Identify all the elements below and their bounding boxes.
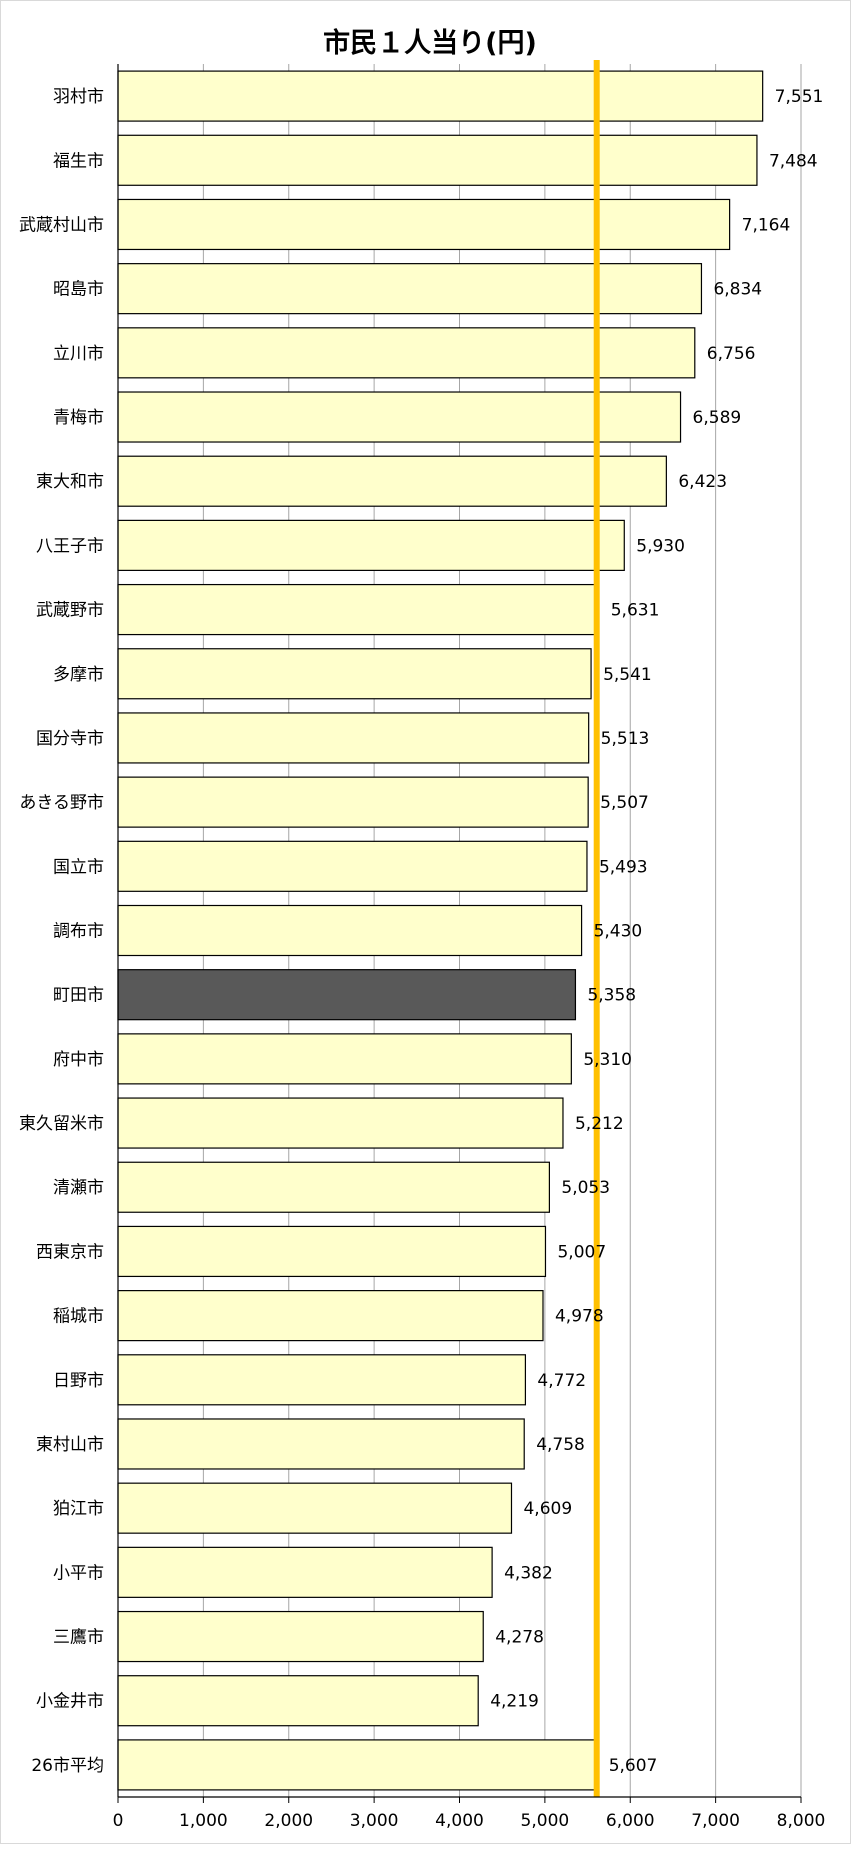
x-tick-label-4000: 4,000 — [435, 1811, 484, 1831]
value-label-小平市: 4,382 — [504, 1563, 553, 1583]
value-label-あきる野市: 5,507 — [600, 793, 649, 813]
bar-立川市 — [117, 327, 696, 379]
bar-羽村市 — [117, 70, 764, 122]
bar-福生市 — [117, 134, 758, 186]
value-label-府中市: 5,310 — [583, 1050, 632, 1070]
bar-西東京市 — [117, 1225, 547, 1278]
x-tick-label-1000: 1,000 — [179, 1811, 228, 1831]
value-label-西東京市: 5,007 — [557, 1242, 606, 1262]
value-label-狛江市: 4,609 — [523, 1499, 572, 1519]
category-label-三鷹市: 三鷹市 — [53, 1627, 104, 1648]
chart-title: 市民１人当り(円) — [323, 27, 537, 59]
x-tick-label-8000: 8,000 — [777, 1811, 826, 1831]
category-label-多摩市: 多摩市 — [53, 665, 104, 685]
value-label-清瀬市: 5,053 — [561, 1178, 610, 1198]
bar-稲城市 — [117, 1290, 544, 1342]
category-label-羽村市: 羽村市 — [53, 87, 104, 107]
category-label-清瀬市: 清瀬市 — [53, 1178, 104, 1198]
value-label-多摩市: 5,541 — [603, 665, 652, 685]
bar-町田市 — [117, 969, 577, 1021]
bar-昭島市 — [117, 263, 703, 315]
category-label-小平市: 小平市 — [53, 1563, 104, 1583]
x-tick-label-0: 0 — [113, 1811, 124, 1831]
value-label-青梅市: 6,589 — [693, 408, 742, 428]
value-label-羽村市: 7,551 — [775, 87, 824, 107]
category-label-東村山市: 東村山市 — [36, 1435, 104, 1455]
category-label-東大和市: 東大和市 — [36, 472, 104, 492]
bar-東村山市 — [117, 1418, 525, 1470]
bar-清瀬市 — [117, 1161, 550, 1213]
x-tick-label-5000: 5,000 — [521, 1811, 570, 1831]
x-tick-label-3000: 3,000 — [350, 1811, 399, 1831]
bar-狛江市 — [117, 1482, 513, 1534]
value-label-立川市: 6,756 — [707, 344, 756, 364]
category-label-町田市: 町田市 — [53, 986, 104, 1006]
x-tick-label-6000: 6,000 — [606, 1811, 655, 1831]
bars — [117, 70, 764, 1791]
value-label-東大和市: 6,423 — [678, 472, 727, 492]
value-label-日野市: 4,772 — [537, 1371, 586, 1391]
value-label-稲城市: 4,978 — [555, 1307, 604, 1327]
category-label-稲城市: 稲城市 — [53, 1307, 104, 1327]
category-label-八王子市: 八王子市 — [36, 536, 104, 556]
category-label-福生市: 福生市 — [53, 151, 104, 171]
bar-調布市 — [117, 904, 583, 957]
category-label-武蔵村山市: 武蔵村山市 — [19, 215, 104, 235]
category-label-昭島市: 昭島市 — [53, 280, 104, 300]
value-label-国分寺市: 5,513 — [601, 729, 650, 749]
category-label-狛江市: 狛江市 — [53, 1499, 104, 1519]
bar-武蔵村山市 — [117, 198, 731, 251]
bar-小金井市 — [117, 1675, 479, 1727]
value-labels: 7,551 7,484 7,164 6,834 6,756 6,589 6,423 5,930… — [490, 87, 823, 1776]
category-label-府中市: 府中市 — [53, 1050, 104, 1070]
bar-26市平均 — [117, 1739, 598, 1791]
category-label-西東京市: 西東京市 — [36, 1242, 104, 1262]
value-label-三鷹市: 4,278 — [495, 1628, 544, 1648]
value-label-26市平均: 5,607 — [609, 1756, 658, 1776]
category-label-立川市: 立川市 — [53, 344, 104, 364]
bar-青梅市 — [117, 391, 682, 443]
bar-東久留米市 — [117, 1097, 564, 1149]
x-tick-label-7000: 7,000 — [691, 1811, 740, 1831]
value-label-武蔵野市: 5,631 — [611, 601, 660, 621]
value-label-武蔵村山市: 7,164 — [742, 215, 791, 235]
bar-日野市 — [117, 1354, 527, 1406]
bar-国分寺市 — [117, 712, 590, 764]
category-label-国立市: 国立市 — [53, 857, 104, 877]
bar-多摩市 — [117, 648, 592, 700]
category-label-青梅市: 青梅市 — [53, 408, 104, 428]
category-label-日野市: 日野市 — [53, 1371, 104, 1391]
bar-武蔵野市 — [117, 583, 600, 636]
bar-府中市 — [117, 1033, 572, 1085]
category-label-武蔵野市: 武蔵野市 — [36, 601, 104, 621]
value-label-昭島市: 6,834 — [713, 280, 762, 300]
bar-あきる野市 — [117, 776, 589, 828]
x-axis: 0 1,000 2,000 3,000 4,000 5,000 6,000 7,000 8,00… — [113, 64, 826, 1831]
bar-小平市 — [117, 1546, 493, 1598]
value-label-調布市: 5,430 — [594, 922, 643, 942]
category-labels: 羽村市福生市武蔵村山市昭島市立川市青梅市東大和市八王子市武蔵野市多摩市国分寺市あ… — [19, 87, 104, 1776]
category-label-東久留米市: 東久留米市 — [19, 1114, 104, 1134]
value-label-東久留米市: 5,212 — [575, 1114, 624, 1134]
bar-八王子市 — [117, 519, 625, 571]
value-label-小金井市: 4,219 — [490, 1692, 539, 1712]
x-tick-label-2000: 2,000 — [264, 1811, 313, 1831]
value-label-町田市: 5,358 — [587, 986, 636, 1006]
bar-東大和市 — [117, 455, 667, 507]
category-label-調布市: 調布市 — [53, 922, 104, 942]
value-label-東村山市: 4,758 — [536, 1435, 585, 1455]
bar-三鷹市 — [117, 1610, 484, 1663]
category-label-あきる野市: あきる野市 — [19, 793, 104, 813]
category-label-26市平均: 26市平均 — [31, 1756, 104, 1776]
category-label-国分寺市: 国分寺市 — [36, 729, 104, 749]
value-label-国立市: 5,493 — [599, 857, 648, 877]
value-label-福生市: 7,484 — [769, 151, 818, 171]
value-label-八王子市: 5,930 — [636, 536, 685, 556]
bar-国立市 — [117, 840, 588, 892]
category-label-小金井市: 小金井市 — [36, 1692, 104, 1712]
